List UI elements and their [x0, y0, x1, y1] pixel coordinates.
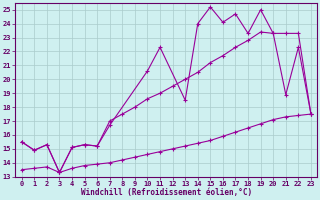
X-axis label: Windchill (Refroidissement éolien,°C): Windchill (Refroidissement éolien,°C): [81, 188, 252, 197]
